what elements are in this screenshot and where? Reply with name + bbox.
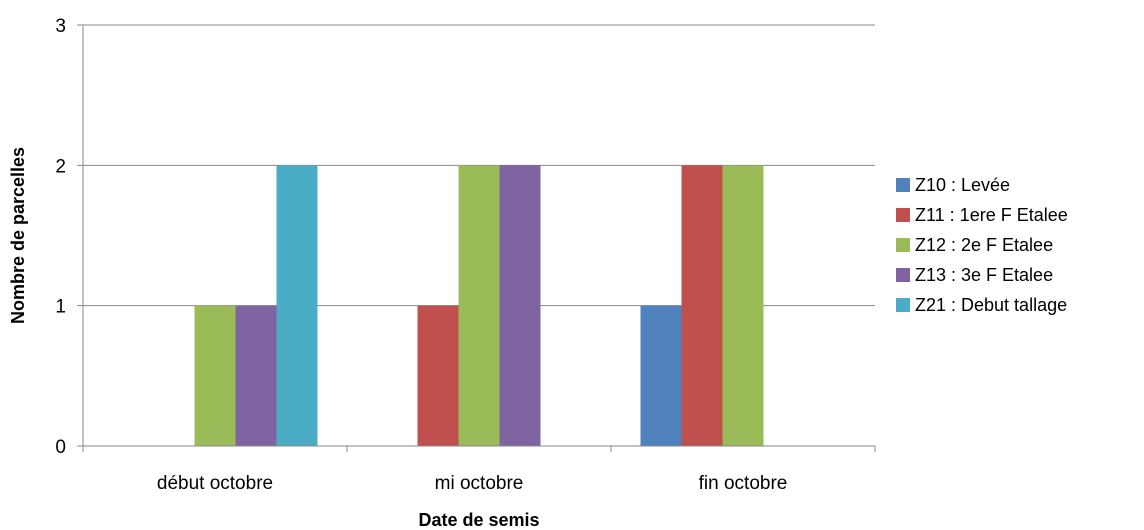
bar — [417, 305, 459, 446]
x-tick-label: début octobre — [157, 473, 273, 494]
axes — [82, 25, 876, 452]
legend-label: Z13 : 3e F Etalee — [915, 265, 1053, 285]
legend-label: Z21 : Debut tallage — [915, 295, 1067, 315]
legend-swatch — [896, 208, 910, 222]
legend: Z10 : Levée Z11 : 1ere F Etalee Z12 : 2e F… — [896, 175, 1068, 315]
y-tick-label: 1 — [55, 297, 66, 318]
bar — [681, 165, 723, 447]
y-tick-labels: 0 1 2 3 — [55, 16, 66, 458]
x-tick-label: mi octobre — [435, 473, 524, 494]
bar — [235, 305, 277, 446]
bars — [194, 165, 764, 447]
y-axis-title: Nombre de parcelles — [8, 147, 28, 324]
bar — [722, 165, 764, 447]
x-tick-label: fin octobre — [699, 473, 788, 494]
legend-swatch — [896, 178, 910, 192]
legend-label: Z10 : Levée — [915, 175, 1010, 195]
legend-swatch — [896, 238, 910, 252]
y-tick-label: 0 — [55, 437, 66, 458]
y-tick-label: 2 — [55, 156, 66, 177]
bar — [276, 165, 318, 447]
legend-swatch — [896, 298, 910, 312]
legend-label: Z12 : 2e F Etalee — [915, 235, 1053, 255]
bar — [458, 165, 500, 447]
y-tick-label: 3 — [55, 16, 66, 37]
legend-swatch — [896, 268, 910, 282]
bar — [640, 305, 682, 446]
bar — [499, 165, 541, 447]
x-axis-title: Date de semis — [418, 510, 539, 530]
legend-label: Z11 : 1ere F Etalee — [915, 205, 1068, 225]
x-tick-labels: début octobre mi octobre fin octobre — [157, 473, 787, 494]
bar — [194, 305, 236, 446]
